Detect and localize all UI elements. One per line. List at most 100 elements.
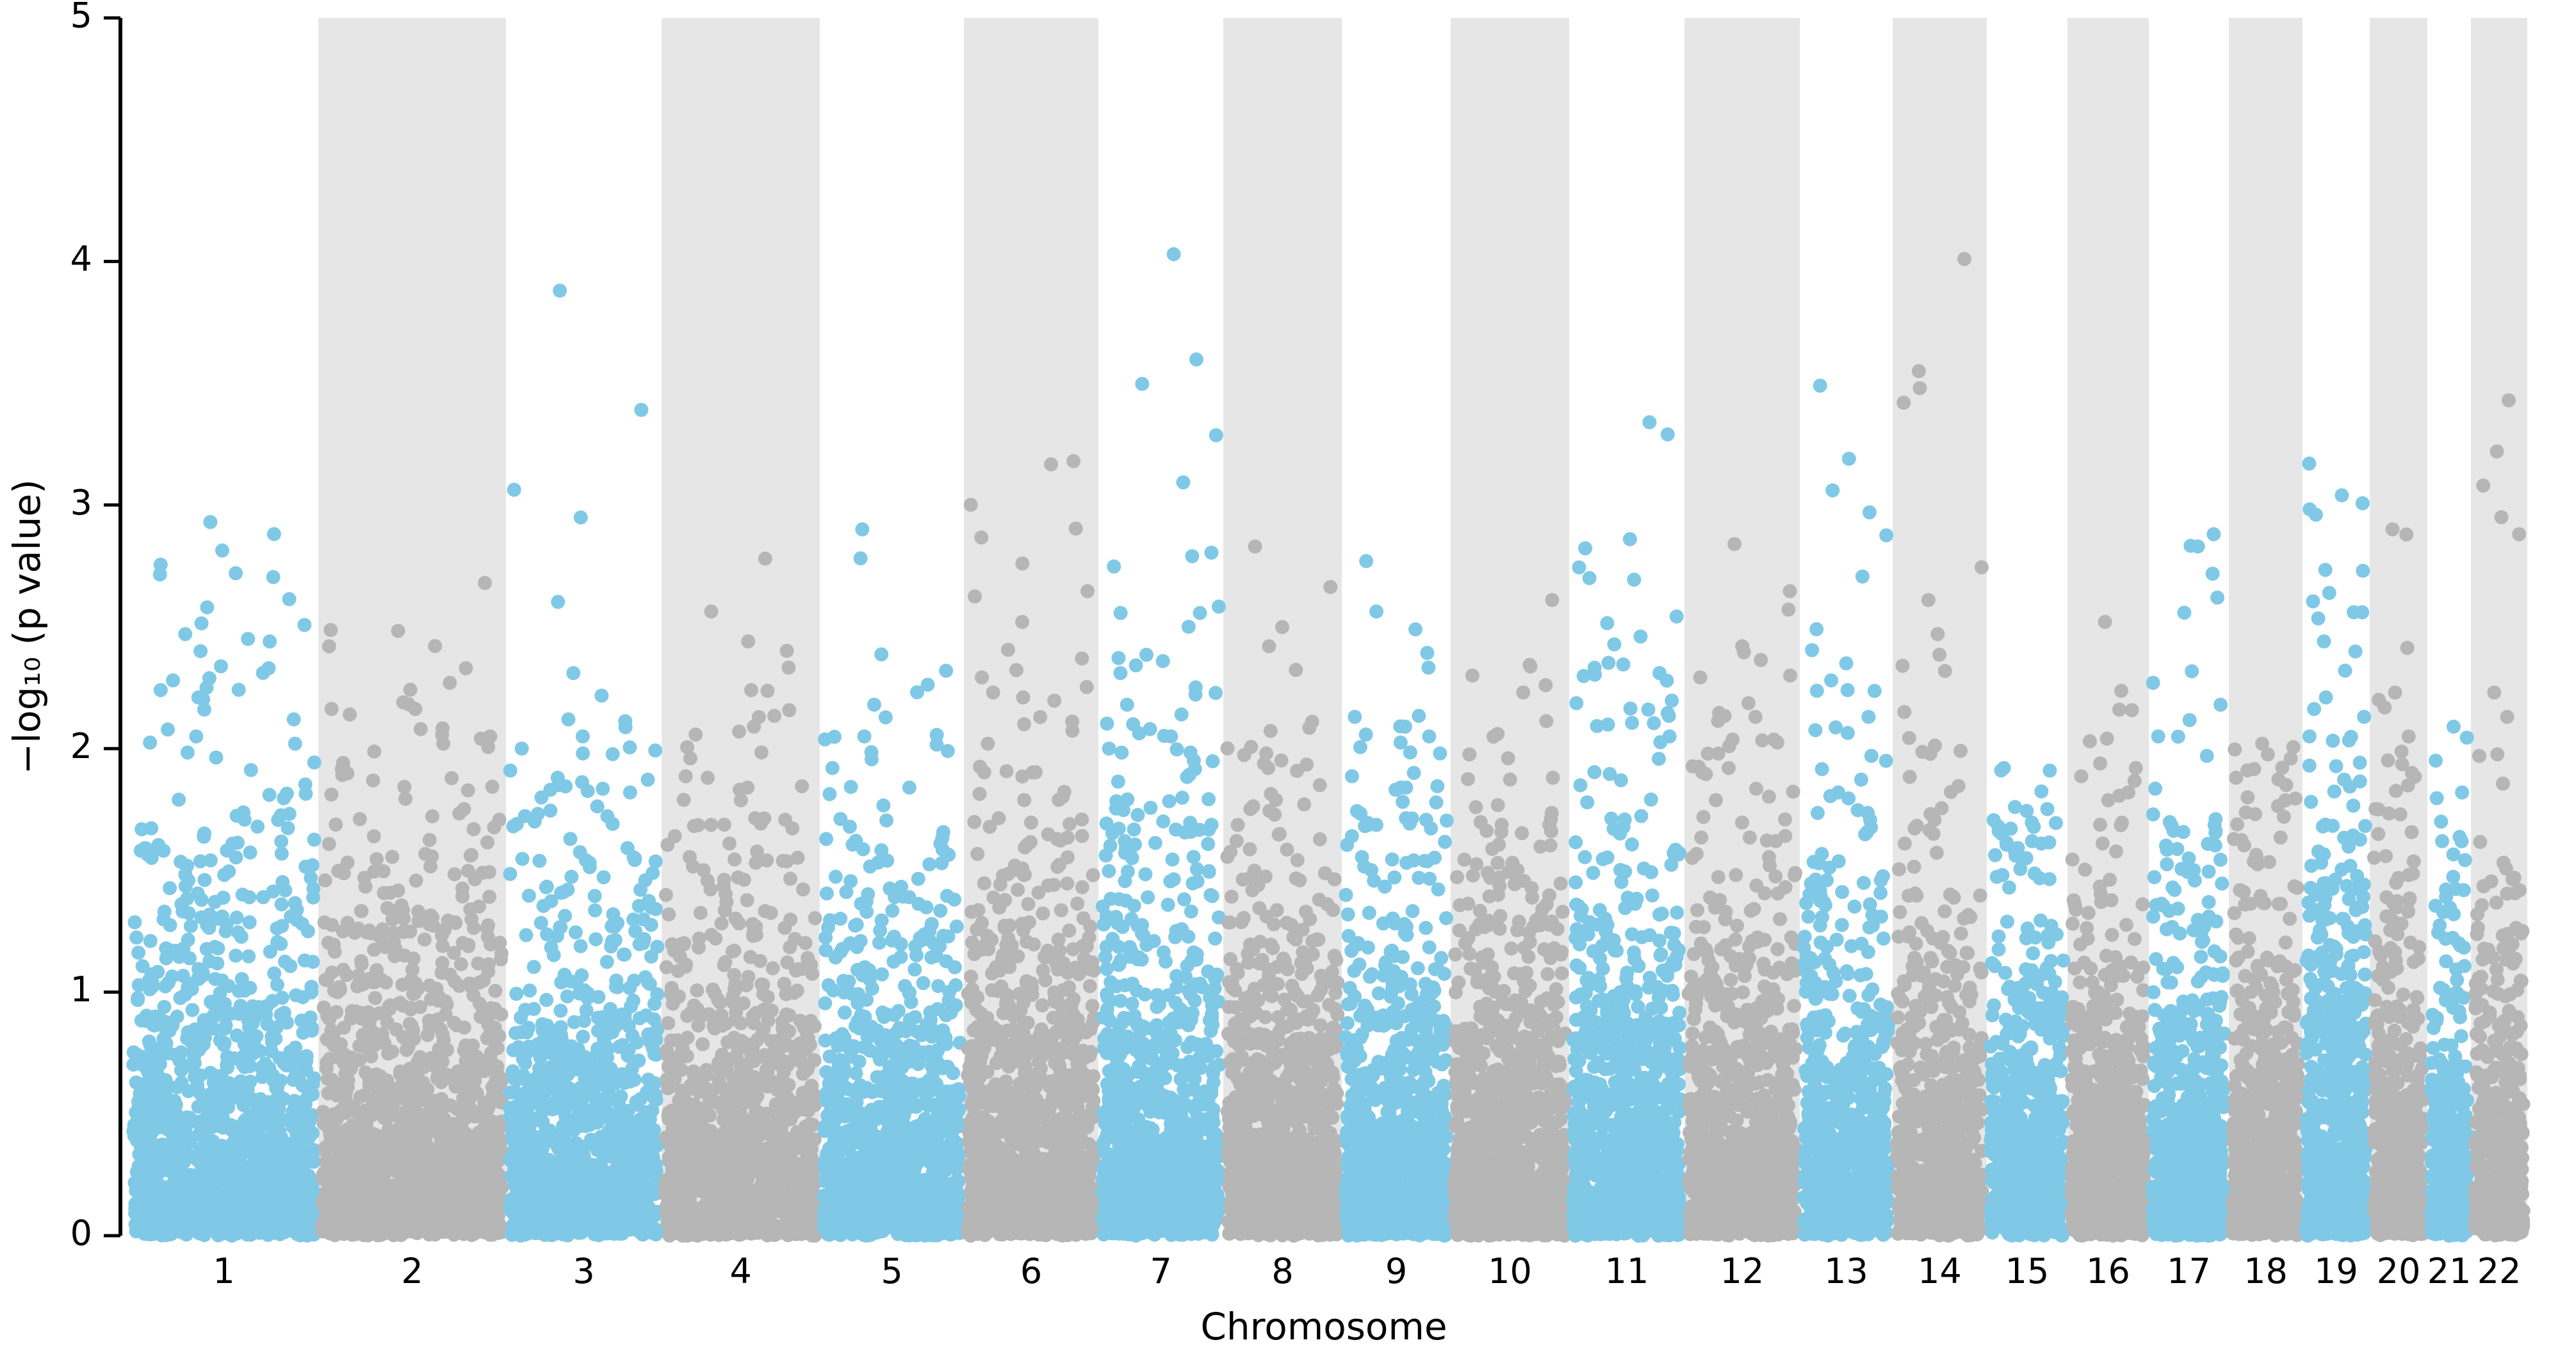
points-chr14: [1890, 252, 1990, 1243]
outlier-point: [189, 729, 204, 744]
points-chr6: [961, 454, 1102, 1243]
outlier-point: [2302, 456, 2317, 471]
outlier-point: [1399, 780, 1414, 795]
outlier-point: [1642, 415, 1657, 430]
points-chr11: [1566, 415, 1688, 1243]
x-tick-label-chr7: 7: [1150, 1251, 1171, 1291]
outlier-point: [1839, 656, 1854, 671]
outlier-point: [1102, 741, 1116, 756]
outlier-point: [1261, 761, 1276, 775]
outlier-point: [1075, 651, 1089, 666]
outlier-point: [1652, 666, 1667, 681]
outlier-point: [261, 661, 276, 675]
outlier-point: [1622, 532, 1637, 547]
outlier-point: [203, 515, 218, 529]
points-chr1: [126, 515, 322, 1243]
outlier-point: [1824, 673, 1839, 688]
outlier-point: [1120, 697, 1134, 712]
outlier-point: [413, 722, 428, 736]
points-chr10: [1447, 593, 1572, 1243]
outlier-point: [178, 627, 193, 642]
x-tick-label-chr11: 11: [1605, 1251, 1649, 1291]
outlier-point: [2025, 834, 2039, 848]
outlier-point: [1545, 770, 1560, 785]
outlier-point: [2357, 709, 2372, 724]
outlier-point: [566, 666, 581, 681]
outlier-point: [1126, 717, 1141, 732]
outlier-point: [2317, 634, 2331, 649]
outlier-point: [1783, 668, 1798, 683]
outlier-point: [1813, 378, 1827, 393]
y-axis-title: −log₁₀ (p value): [5, 480, 49, 775]
outlier-point: [758, 551, 772, 566]
outlier-point: [2229, 770, 2244, 785]
outlier-point: [2494, 510, 2509, 524]
outlier-point: [1113, 666, 1128, 681]
outlier-point: [2319, 690, 2333, 705]
outlier-point: [1181, 620, 1196, 634]
outlier-point: [2404, 766, 2419, 780]
outlier-point: [700, 770, 715, 785]
outlier-point: [1433, 746, 1447, 761]
outlier-point: [1348, 709, 1362, 724]
points-chr17: [2146, 527, 2232, 1243]
x-tick-label-chr19: 19: [2314, 1251, 2358, 1291]
outlier-point: [1911, 364, 1926, 378]
outlier-point: [1422, 729, 1437, 744]
outlier-point: [2255, 736, 2269, 751]
outlier-point: [2199, 748, 2214, 763]
outlier-point: [550, 770, 565, 785]
outlier-point: [2455, 785, 2470, 800]
outlier-point: [1312, 778, 1327, 793]
axis-layer: [104, 16, 122, 1238]
outlier-point: [855, 522, 870, 537]
outlier-point: [200, 600, 215, 615]
outlier-point: [343, 707, 357, 722]
x-tick-label-chr18: 18: [2244, 1251, 2288, 1291]
x-tick-label-chr6: 6: [1020, 1251, 1042, 1291]
outlier-point: [2434, 814, 2449, 829]
x-tick-label-chr14: 14: [1918, 1251, 1962, 1291]
outlier-point: [1912, 381, 1927, 396]
x-tick-label-chr8: 8: [1271, 1251, 1293, 1291]
outlier-point: [2151, 729, 2165, 744]
outlier-point: [576, 746, 591, 761]
outlier-point: [1861, 709, 1876, 724]
outlier-point: [483, 729, 498, 744]
outlier-point: [981, 736, 995, 751]
points-chr15: [1984, 761, 2071, 1243]
outlier-point: [2121, 785, 2136, 800]
outlier-point: [623, 785, 637, 800]
outlier-point: [1735, 639, 1750, 654]
outlier-point: [1930, 627, 1945, 642]
outlier-point: [940, 744, 955, 758]
outlier-point: [2401, 729, 2416, 744]
x-tick-label-chr10: 10: [1488, 1251, 1532, 1291]
outlier-point: [2500, 709, 2515, 724]
outlier-point: [2190, 539, 2205, 554]
points-chr3: [503, 284, 665, 1243]
outlier-point: [288, 736, 302, 751]
outlier-point: [1662, 729, 1677, 744]
x-tick-label-chr12: 12: [1720, 1251, 1765, 1291]
outlier-point: [436, 736, 451, 751]
outlier-point: [2098, 615, 2112, 629]
outlier-point: [1896, 396, 1911, 410]
outlier-point: [2446, 720, 2461, 734]
x-tick-label-chr1: 1: [213, 1251, 234, 1291]
y-tick-label-2: 2: [70, 726, 92, 766]
outlier-point: [191, 690, 206, 705]
outlier-point: [1359, 554, 1374, 569]
outlier-point: [744, 682, 758, 697]
outlier-point: [2206, 527, 2221, 542]
outlier-point: [1016, 690, 1031, 705]
outlier-point: [2302, 729, 2317, 744]
outlier-point: [1017, 717, 1031, 732]
points-chr18: [2226, 736, 2306, 1243]
outlier-point: [1727, 537, 1742, 551]
x-tick-label-chr2: 2: [401, 1251, 423, 1291]
outlier-point: [2472, 748, 2486, 763]
outlier-point: [1164, 729, 1178, 744]
outlier-point: [478, 576, 492, 590]
